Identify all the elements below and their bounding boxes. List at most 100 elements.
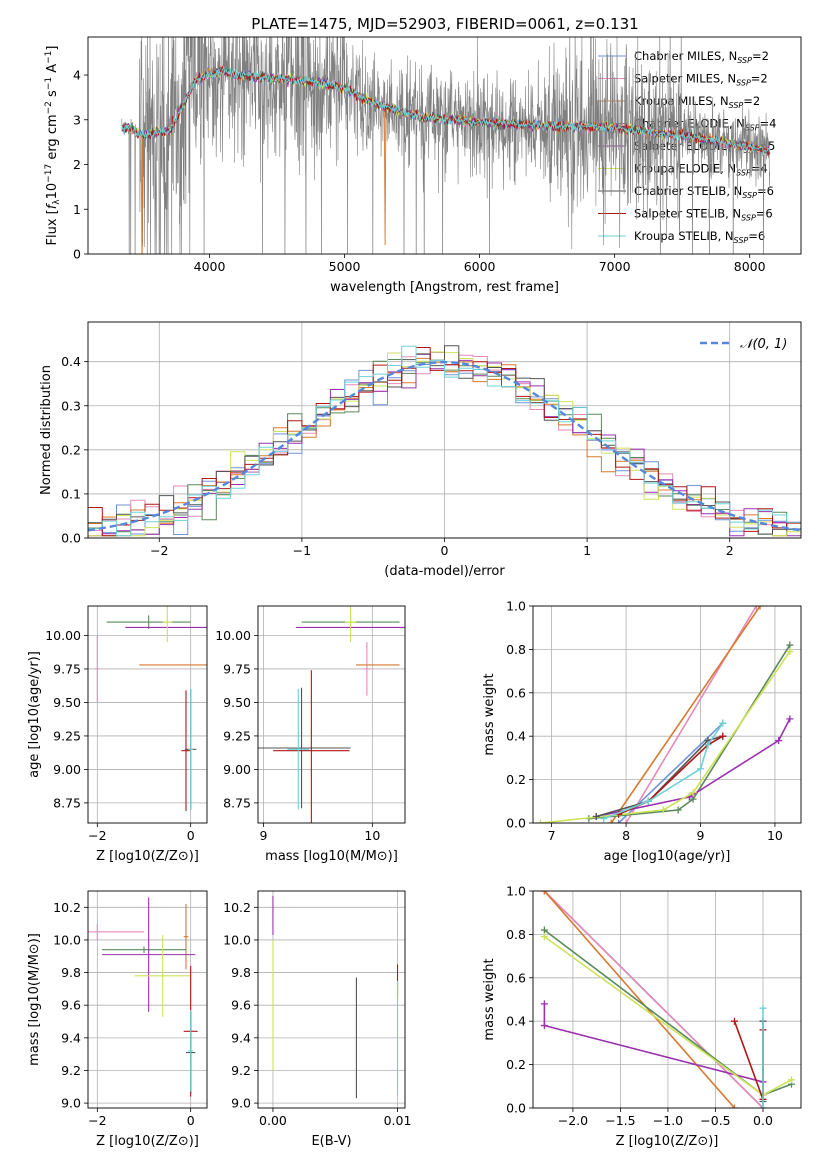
y-tick-label: 0.8 (506, 642, 526, 657)
x-axis-label: Z [log10(Z/Z⊙)] (96, 1134, 199, 1149)
y-tick-label: 9.00 (53, 762, 81, 777)
krou-miles-weight-line (610, 606, 761, 823)
residual-histogram-frame (87, 321, 802, 539)
y-tick-label: 0.2 (506, 1057, 526, 1072)
y-tick-label: 9.0 (231, 1096, 251, 1111)
krou-stelib-weight-marker (719, 719, 727, 727)
salp-elodie-weight-marker (540, 1000, 548, 1008)
y-tick-label: 0.2 (506, 772, 526, 787)
y-tick-label: 8.75 (53, 795, 81, 810)
x-tick-label: 9 (259, 828, 267, 843)
y-tick-label: 9.0 (61, 1096, 81, 1111)
y-tick-label: 10.00 (45, 628, 81, 643)
x-tick-label: −2.0 (558, 1113, 588, 1128)
krou-elodie-weight-marker (787, 1076, 795, 1084)
krou-stelib-weight-line (603, 722, 724, 820)
y-tick-label: 0.4 (506, 729, 526, 744)
krou-stelib-weight-marker (600, 815, 608, 823)
y-tick-label: 0.0 (61, 531, 81, 546)
y-tick-label: 10.00 (215, 628, 251, 643)
x-axis-label: mass [log10(M/M⊙)] (265, 849, 398, 864)
krou-elodie-weight-marker (659, 806, 667, 814)
x-tick-label: 0 (187, 1113, 195, 1128)
krou-miles-weight-marker (607, 819, 615, 823)
salp-miles-weight-marker (622, 819, 630, 823)
chab-stelib-histogram (88, 345, 801, 535)
y-tick-label: 0.0 (506, 816, 526, 831)
x-tick-label: 4000 (194, 259, 226, 274)
x-tick-label: −1.0 (653, 1113, 683, 1128)
mass-weight-vs-Z-axes: −2.0 −1.5 −1.0 −0.5 0.0 0.0 0.2 0.4 0.6 0.8 1.0 (506, 884, 801, 1128)
y-axis-label: Normed distribution (39, 365, 54, 495)
mass-vs-EBV-axes: 0.00 0.01 9.0 9.2 9.4 9.6 9.8 10.0 10.2 (223, 891, 411, 1128)
x-tick-label: −1.5 (605, 1113, 635, 1128)
krou-stelib-weight-marker (759, 1104, 767, 1108)
y-tick-label: 0.4 (506, 1014, 526, 1029)
y-tick-label: 0.1 (61, 486, 81, 501)
krou-elodie-weight-marker (536, 819, 544, 823)
y-tick-label: 9.50 (223, 695, 251, 710)
y-axis-label: age [log10(age/yr)] (27, 651, 42, 778)
spectrum-frame (87, 36, 802, 255)
y-axis-label: Flux [fλ10−17 erg cm−2 s−1 A−1] (44, 46, 62, 246)
salp-stelib-weight-line (733, 1020, 764, 1100)
salp-elodie-weight-marker (786, 715, 794, 723)
age-vs-Z-axes: −2 0 8.75 9.00 9.25 9.50 9.75 10.00 (45, 606, 207, 843)
mass-weight-vs-Z-frame (532, 890, 802, 1109)
y-tick-label: 0.0 (506, 1101, 526, 1116)
krou-miles-weight-marker (540, 891, 548, 895)
krou-stelib-weight-marker (644, 797, 652, 805)
y-tick-label: 8.75 (223, 795, 251, 810)
x-tick-label: 0.01 (384, 1113, 412, 1128)
normal-legend-label: 𝒩(0, 1) (740, 337, 787, 352)
x-tick-label: −2 (88, 1113, 106, 1128)
age-vs-mass-frame (257, 605, 406, 824)
x-axis-label: (data-model)/error (384, 564, 505, 579)
y-tick-label: 0.6 (506, 685, 526, 700)
x-tick-label: 5000 (329, 259, 361, 274)
salp-miles-weight-line (543, 891, 764, 1108)
x-axis-label: wavelength [Angstrom, rest frame] (330, 280, 559, 295)
age-vs-mass-axes: 9 10 8.75 9.00 9.25 9.50 9.75 10.00 (215, 606, 405, 843)
y-tick-label: 9.25 (223, 728, 251, 743)
legend-entry: Chabrier MILES, NSSP=2 (634, 49, 769, 65)
y-tick-label: 0.3 (61, 398, 81, 413)
chab-elodie-weight-marker (786, 641, 794, 649)
y-tick-label: 0.2 (61, 442, 81, 457)
y-tick-label: 10.0 (53, 932, 81, 947)
y-tick-label: 10.2 (53, 900, 81, 915)
x-tick-label: 7000 (599, 259, 631, 274)
x-tick-label: −0.5 (700, 1113, 730, 1128)
x-tick-label: −2 (150, 543, 168, 558)
x-tick-label: 8000 (734, 259, 766, 274)
x-tick-label: 10 (767, 828, 783, 843)
y-tick-label: 0 (73, 247, 81, 262)
y-tick-label: 9.25 (53, 728, 81, 743)
y-axis-label: mass weight (482, 673, 497, 755)
figure-title: PLATE=1475, MJD=52903, FIBERID=0061, z=0… (251, 15, 638, 33)
y-tick-label: 9.00 (223, 762, 251, 777)
krou-miles-weight-marker (730, 1104, 738, 1108)
x-axis-label: age [log10(age/yr)] (604, 849, 731, 864)
x-axis-label: Z [log10(Z/Z⊙)] (616, 1134, 719, 1149)
mass-vs-Z-frame (87, 890, 208, 1109)
krou-miles-weight-marker (756, 606, 764, 610)
x-tick-label: 1 (583, 543, 591, 558)
x-tick-label: 7 (548, 828, 556, 843)
salp-elodie-weight-line (596, 718, 791, 818)
legend-entry: Salpeter MILES, NSSP=2 (634, 72, 768, 88)
y-tick-label: 1.0 (506, 884, 526, 899)
salp-elodie-weight-marker (540, 1022, 548, 1030)
krou-elodie-weight-marker (786, 648, 794, 656)
x-tick-label: 0.0 (753, 1113, 773, 1128)
x-tick-label: 9 (697, 828, 705, 843)
x-tick-label: 2 (726, 543, 734, 558)
salp-elodie-weight-marker (775, 737, 783, 745)
salp-stelib-weight-marker (719, 732, 727, 740)
chab-elodie-weight-marker (674, 806, 682, 814)
y-tick-label: 9.6 (61, 998, 81, 1013)
salp-miles-weight-line (625, 606, 757, 823)
krou-stelib-model-line (121, 65, 771, 156)
krou-elodie-weight-marker (540, 933, 548, 941)
y-tick-label: 2 (73, 157, 81, 172)
